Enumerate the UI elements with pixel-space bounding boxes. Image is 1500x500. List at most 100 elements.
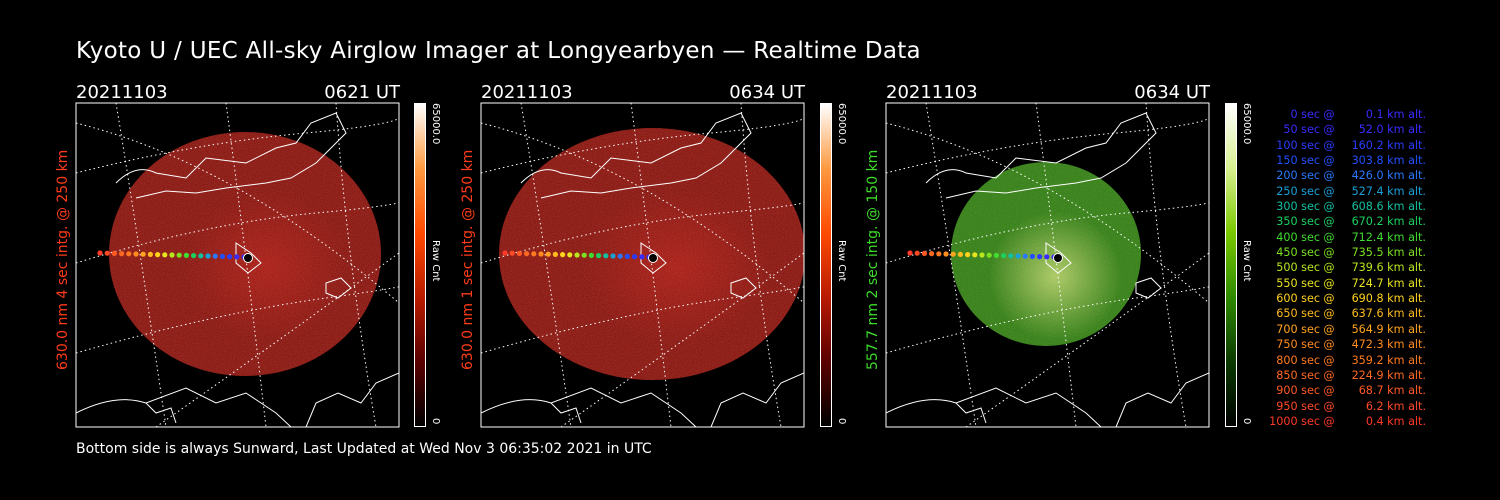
station-marker bbox=[1053, 253, 1063, 263]
trajectory-dot bbox=[588, 252, 595, 258]
legend-alt: 426.0 km alt. bbox=[1351, 169, 1426, 183]
legend-at: @ bbox=[1323, 108, 1335, 121]
trajectory-dot bbox=[524, 251, 530, 257]
coastline bbox=[520, 112, 752, 199]
legend-at: @ bbox=[1323, 384, 1335, 398]
station-marker bbox=[648, 253, 658, 263]
legend-alt: 527.4 km alt. bbox=[1351, 184, 1426, 198]
trajectory-dot bbox=[617, 253, 623, 259]
legend-row: 900 sec @68.7 km alt. bbox=[1262, 383, 1426, 398]
grid-line bbox=[225, 103, 267, 427]
trajectory-dot bbox=[632, 254, 638, 260]
legend-time: 800 sec bbox=[1276, 353, 1320, 367]
coastline bbox=[955, 402, 987, 424]
legend-alt: 68.7 km alt. bbox=[1358, 384, 1426, 398]
trajectory-dot bbox=[610, 253, 616, 259]
grid-line bbox=[76, 198, 399, 264]
trajectory-dot bbox=[538, 251, 544, 257]
legend-row: 0 sec @0.1 km alt. bbox=[1262, 107, 1426, 122]
legend-row: 100 sec @160.2 km alt. bbox=[1262, 138, 1426, 153]
colorbar bbox=[1225, 103, 1237, 427]
panel-image bbox=[75, 102, 400, 428]
trajectory-dot bbox=[198, 253, 204, 259]
trajectory-dot bbox=[603, 253, 609, 259]
legend-time: 550 sec bbox=[1276, 276, 1320, 290]
legend-row: 950 sec @6.2 km alt. bbox=[1262, 399, 1426, 414]
legend-at: @ bbox=[1323, 169, 1335, 183]
panel-date: 20211103 bbox=[481, 82, 573, 103]
trajectory-dot bbox=[155, 252, 161, 258]
trajectory-dot bbox=[1044, 254, 1050, 260]
legend-time: 650 sec bbox=[1276, 307, 1320, 321]
trajectory-dot bbox=[1037, 254, 1043, 260]
trajectory-dot bbox=[119, 251, 125, 257]
grid-line bbox=[1145, 103, 1187, 427]
trajectory-dot bbox=[212, 253, 218, 259]
coastline bbox=[325, 277, 352, 299]
legend-time: 150 sec bbox=[1276, 154, 1320, 168]
trajectory-dot bbox=[993, 252, 1000, 258]
trajectory-dot bbox=[574, 252, 580, 258]
legend-time: 250 sec bbox=[1276, 184, 1320, 198]
legend-alt: 608.6 km alt. bbox=[1351, 200, 1426, 214]
legend-alt: 564.9 km alt. bbox=[1351, 322, 1426, 336]
panel-image bbox=[885, 102, 1210, 428]
legend-time: 50 sec bbox=[1283, 123, 1320, 137]
panel-time: 0634 UT bbox=[1134, 82, 1210, 103]
legend-row: 450 sec @735.5 km alt. bbox=[1262, 245, 1426, 260]
trajectory-dot bbox=[97, 250, 103, 256]
legend-time: 200 sec bbox=[1276, 169, 1320, 183]
legend-alt: 690.8 km alt. bbox=[1351, 292, 1426, 306]
legend-time: 350 sec bbox=[1276, 215, 1320, 229]
legend-row: 650 sec @637.6 km alt. bbox=[1262, 306, 1426, 321]
legend-alt: 6.2 km alt. bbox=[1365, 399, 1426, 413]
legend-row: 1000 sec @0.4 km alt. bbox=[1262, 414, 1426, 429]
legend-at: @ bbox=[1323, 292, 1335, 306]
legend-time: 600 sec bbox=[1276, 292, 1320, 306]
image-frame bbox=[885, 102, 1210, 428]
station-marker bbox=[243, 253, 253, 263]
legend-time: 850 sec bbox=[1276, 368, 1320, 382]
legend-row: 500 sec @739.6 km alt. bbox=[1262, 260, 1426, 275]
legend-at: @ bbox=[1323, 276, 1335, 290]
coastline bbox=[640, 242, 667, 274]
grid-line bbox=[481, 198, 804, 264]
legend-time: 750 sec bbox=[1276, 338, 1320, 352]
legend-row: 50 sec @52.0 km alt. bbox=[1262, 122, 1426, 137]
trajectory-dot bbox=[560, 252, 566, 258]
image-frame bbox=[480, 102, 805, 428]
coastline bbox=[925, 112, 1157, 199]
panel-date: 20211103 bbox=[76, 82, 168, 103]
panel-image bbox=[480, 102, 805, 428]
legend-at: @ bbox=[1323, 138, 1335, 152]
legend-alt: 359.2 km alt. bbox=[1351, 353, 1426, 367]
legend-alt: 0.4 km alt. bbox=[1365, 414, 1426, 428]
trajectory-dot bbox=[111, 250, 117, 256]
trajectory-dot bbox=[219, 253, 225, 259]
colorbar bbox=[414, 103, 426, 427]
legend-row: 750 sec @472.3 km alt. bbox=[1262, 337, 1426, 352]
legend-row: 300 sec @608.6 km alt. bbox=[1262, 199, 1426, 214]
trajectory-dot bbox=[140, 251, 146, 257]
trajectory-dot bbox=[1008, 253, 1014, 259]
trajectory-dot bbox=[921, 250, 928, 256]
trajectory-dot bbox=[169, 252, 175, 258]
legend-time: 950 sec bbox=[1276, 399, 1320, 413]
legend-time: 500 sec bbox=[1276, 261, 1320, 275]
grid-line bbox=[925, 103, 977, 427]
colorbar bbox=[820, 103, 832, 427]
grid-line bbox=[481, 113, 804, 174]
legend-time: 0 sec bbox=[1290, 108, 1320, 121]
legend-row: 400 sec @712.4 km alt. bbox=[1262, 230, 1426, 245]
coastline bbox=[235, 242, 262, 274]
trajectory-dot bbox=[1001, 253, 1007, 259]
trajectory-dot bbox=[639, 254, 645, 260]
legend-at: @ bbox=[1323, 123, 1335, 137]
trajectory-dot bbox=[957, 251, 964, 257]
legend-at: @ bbox=[1323, 230, 1335, 244]
grid-line bbox=[886, 198, 1209, 264]
grid-line bbox=[520, 103, 572, 427]
coastline bbox=[305, 372, 399, 427]
grid-line bbox=[115, 103, 167, 427]
legend-at: @ bbox=[1323, 368, 1335, 382]
